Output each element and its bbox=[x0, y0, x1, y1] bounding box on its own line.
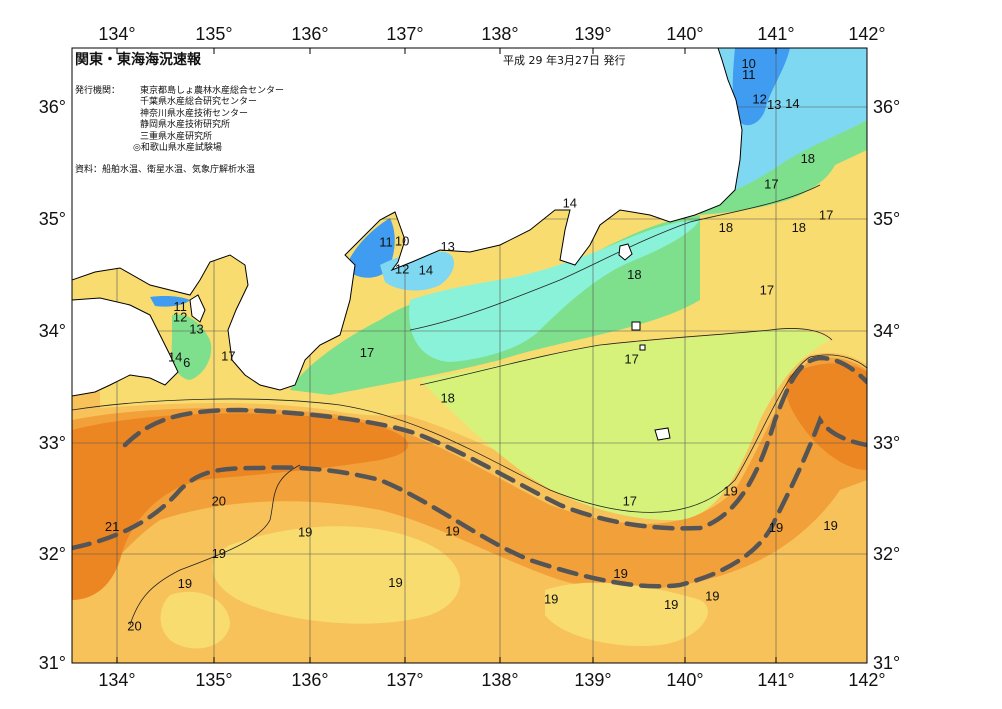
lon-label-bottom: 138° bbox=[481, 670, 518, 690]
data-source-note: 資料：船舶水温、衛星水温、気象庁解析水温 bbox=[75, 163, 255, 175]
isotherm-label: 20 bbox=[127, 618, 141, 633]
isotherm-label: 18 bbox=[719, 220, 733, 235]
isotherm-label: 12 bbox=[752, 92, 766, 107]
publisher-item: 三重県水産研究所 bbox=[140, 130, 212, 142]
isotherm-label: 14 bbox=[168, 349, 182, 364]
lat-label-left: 31° bbox=[39, 653, 66, 673]
isotherm-label: 11 bbox=[379, 235, 393, 250]
lon-label-top: 138° bbox=[481, 24, 518, 44]
lat-label-left: 36° bbox=[39, 97, 66, 117]
isotherm-label: 11 bbox=[742, 67, 756, 82]
lat-label-left: 32° bbox=[39, 544, 66, 564]
isotherm-label: 19 bbox=[212, 546, 226, 561]
lon-label-top: 136° bbox=[291, 24, 328, 44]
longitude-labels-bottom: 134° 135° 136° 137° 138° 139° 140° 141° … bbox=[98, 670, 885, 690]
lon-label-top: 141° bbox=[757, 24, 794, 44]
lat-label-left: 34° bbox=[39, 321, 66, 341]
land-mikura-island bbox=[640, 345, 645, 350]
isotherm-label: 19 bbox=[388, 575, 402, 590]
isotherm-label: 19 bbox=[823, 518, 837, 533]
publisher-item: 東京都島しょ農林水産総合センター bbox=[140, 84, 284, 96]
publisher-label: 発行機関： bbox=[75, 84, 120, 96]
lat-label-left: 35° bbox=[39, 209, 66, 229]
isotherm-label: 17 bbox=[623, 493, 637, 508]
lon-label-bottom: 142° bbox=[848, 670, 885, 690]
lon-label-top: 139° bbox=[574, 24, 611, 44]
lon-label-bottom: 139° bbox=[574, 670, 611, 690]
isotherm-label: 21 bbox=[105, 519, 119, 534]
isotherm-label: 19 bbox=[769, 520, 783, 535]
isotherm-label: 19 bbox=[613, 566, 627, 581]
isotherm-label: 13 bbox=[767, 97, 781, 112]
lon-label-top: 142° bbox=[848, 24, 885, 44]
map-title: 関東・東海海況速報 bbox=[75, 51, 202, 68]
isotherm-label: 19 bbox=[705, 588, 719, 603]
isotherm-label: 17 bbox=[221, 348, 235, 363]
isotherm-label: 17 bbox=[764, 177, 778, 192]
lon-label-top: 134° bbox=[98, 24, 135, 44]
publisher-item: 千葉県水産総合研究センター bbox=[140, 95, 257, 107]
isotherm-label: 19 bbox=[544, 592, 558, 607]
isotherm-label: 18 bbox=[792, 220, 806, 235]
lat-label-left: 33° bbox=[39, 433, 66, 453]
lon-label-top: 140° bbox=[666, 24, 703, 44]
lat-label-right: 35° bbox=[873, 209, 900, 229]
isotherm-label: 14 bbox=[563, 195, 577, 210]
lat-label-right: 36° bbox=[873, 97, 900, 117]
isotherm-label: 17 bbox=[819, 208, 833, 223]
isotherm-label: 14 bbox=[785, 96, 799, 111]
isotherm-label: 10 bbox=[395, 233, 409, 248]
isotherm-label: 18 bbox=[801, 151, 815, 166]
isotherm-label: 19 bbox=[664, 597, 678, 612]
lon-label-bottom: 137° bbox=[386, 670, 423, 690]
publisher-item: 神奈川県水産技術センター bbox=[140, 107, 248, 119]
isotherm-label: 14 bbox=[419, 262, 433, 277]
latitude-labels-left: 36° 35° 34° 33° 32° 31° bbox=[39, 97, 66, 673]
isotherm-label: 19 bbox=[723, 483, 737, 498]
issue-date: 平成 29 年3月27日 発行 bbox=[503, 53, 625, 67]
lon-label-top: 137° bbox=[386, 24, 423, 44]
publisher-item: ◎和歌山県水産試験場 bbox=[133, 141, 222, 153]
isotherm-label: 13 bbox=[189, 322, 203, 337]
isotherm-label: 6 bbox=[183, 355, 190, 370]
lat-label-right: 31° bbox=[873, 653, 900, 673]
latitude-labels-right: 36° 35° 34° 33° 32° 31° bbox=[873, 97, 900, 673]
isotherm-label: 19 bbox=[178, 576, 192, 591]
longitude-labels-top: 134° 135° 136° 137° 138° 139° 140° 141° … bbox=[98, 24, 885, 44]
land-hachijo-island bbox=[655, 428, 670, 440]
lon-label-bottom: 136° bbox=[291, 670, 328, 690]
lon-label-bottom: 135° bbox=[195, 670, 232, 690]
isotherm-label: 13 bbox=[440, 239, 454, 254]
lon-label-bottom: 141° bbox=[757, 670, 794, 690]
publisher-item: 静岡県水産技術研究所 bbox=[140, 118, 230, 130]
lat-label-right: 32° bbox=[873, 544, 900, 564]
lat-label-right: 34° bbox=[873, 321, 900, 341]
land-miyake-island bbox=[632, 322, 640, 330]
isotherm-label: 17 bbox=[360, 345, 374, 360]
isotherm-label: 18 bbox=[440, 391, 454, 406]
lon-label-bottom: 134° bbox=[98, 670, 135, 690]
isotherm-label: 12 bbox=[173, 309, 187, 324]
isotherm-label: 17 bbox=[624, 352, 638, 367]
isotherm-label: 12 bbox=[395, 261, 409, 276]
isotherm-label: 19 bbox=[298, 525, 312, 540]
isotherm-label: 17 bbox=[760, 283, 774, 298]
isotherm-label: 18 bbox=[627, 267, 641, 282]
isotherm-label: 19 bbox=[445, 524, 459, 539]
lat-label-right: 33° bbox=[873, 433, 900, 453]
lon-label-bottom: 140° bbox=[666, 670, 703, 690]
lon-label-top: 135° bbox=[195, 24, 232, 44]
isotherm-label: 20 bbox=[212, 493, 226, 508]
